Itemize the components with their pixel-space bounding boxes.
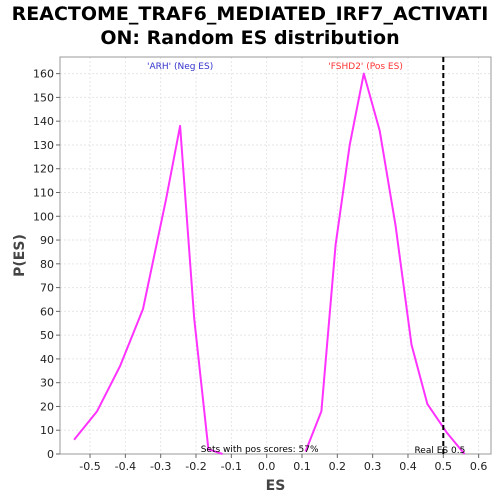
x-axis-label: ES [266,478,286,494]
neg-es-label: 'ARH' (Neg ES) [147,62,213,72]
y-tick-label: 70 [40,282,54,295]
y-axis: 0 10 20 30 40 50 60 70 80 90 100 110 120 130 140 150 160 [33,68,60,461]
chart-title: REACTOME_TRAF6_MEDIATED_IRF7_ACTIVATI ON… [0,2,500,50]
y-tick-label: 100 [33,210,54,223]
y-tick-label: 0 [47,448,54,461]
y-tick-label: 150 [33,91,54,104]
y-tick-label: 130 [33,139,54,152]
x-tick-label: 0.6 [470,460,488,473]
y-tick-label: 140 [33,115,54,128]
y-tick-label: 110 [33,187,54,200]
x-tick-label: 0.1 [293,460,311,473]
plot-frame [59,56,492,455]
x-tick-label: -0.2 [185,460,206,473]
y-tick-label: 20 [40,400,54,413]
x-tick-label: 0.3 [364,460,382,473]
pos-es-label: 'FSHD2' (Pos ES) [328,62,403,72]
y-tick-label: 30 [40,377,54,390]
x-tick-label: -0.3 [150,460,171,473]
x-tick-label: -0.1 [221,460,242,473]
x-tick-label: 0.0 [258,460,276,473]
x-tick-label: -0.4 [115,460,136,473]
chart-title-line-1: REACTOME_TRAF6_MEDIATED_IRF7_ACTIVATI [11,3,489,25]
es-series-line-2 [304,72,466,455]
grid-lines [60,57,491,455]
series-lines [73,72,466,455]
y-tick-label: 50 [40,329,54,342]
y-tick-label: 60 [40,305,54,318]
x-tick-label: -0.5 [79,460,100,473]
x-axis: -0.5 -0.4 -0.3 -0.2 -0.1 0.0 0.1 0.2 0.3 0.4 0.5 0.… [79,454,487,473]
x-tick-label: 0.2 [329,460,347,473]
pos-scores-label: Sets with pos scores: 57% [201,445,319,455]
y-tick-label: 90 [40,234,54,247]
y-tick-label: 120 [33,163,54,176]
chart-title-line-2: ON: Random ES distribution [100,27,400,49]
y-tick-label: 10 [40,424,54,437]
y-tick-label: 40 [40,353,54,366]
x-tick-label: 0.5 [435,460,453,473]
es-series-line-1 [73,124,223,455]
y-tick-label: 160 [33,68,54,81]
real-es-label: Real ES 0.5 [414,446,465,456]
y-tick-label: 80 [40,258,54,271]
y-axis-label: P(ES) [12,234,28,277]
x-tick-label: 0.4 [399,460,417,473]
